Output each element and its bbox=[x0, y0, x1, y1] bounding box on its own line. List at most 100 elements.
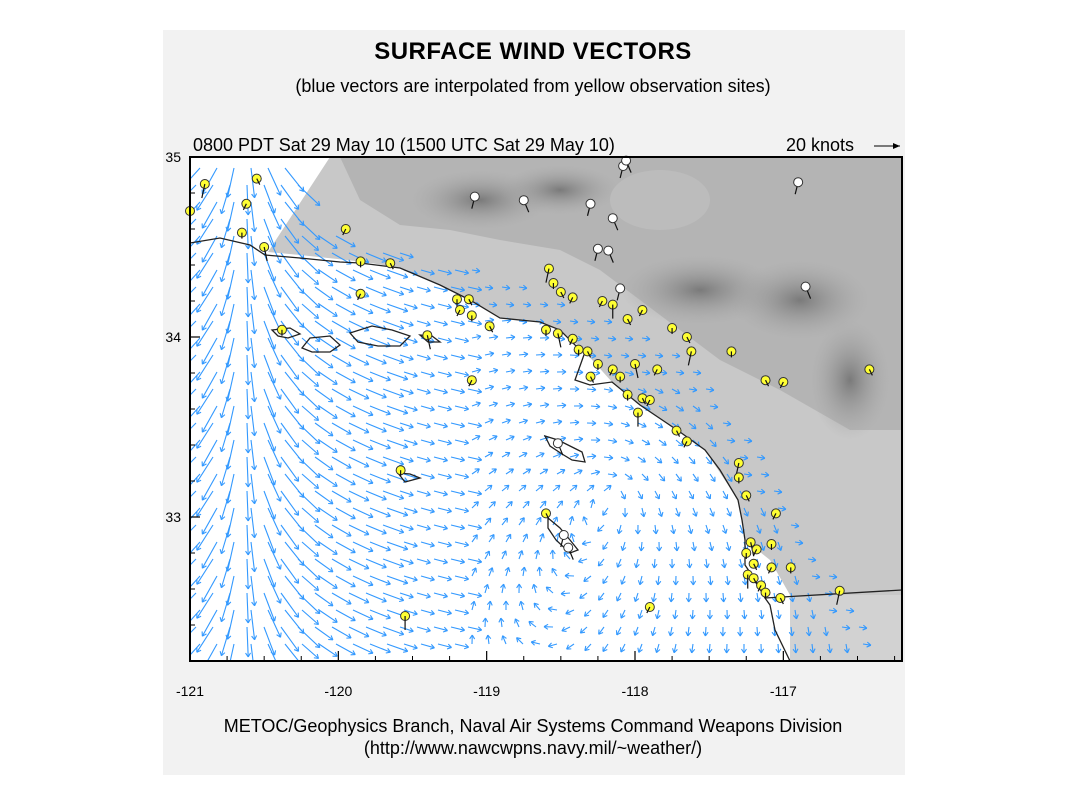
wind-vector-head bbox=[501, 550, 507, 556]
wind-vector bbox=[531, 641, 541, 645]
wind-vector-head bbox=[315, 540, 321, 547]
wind-vector-head bbox=[442, 388, 448, 395]
wind-vector-head bbox=[245, 278, 252, 284]
inland-observation-site bbox=[558, 530, 569, 540]
wind-vector-head bbox=[446, 405, 452, 412]
wind-vector bbox=[794, 643, 797, 654]
wind-vector bbox=[773, 524, 778, 534]
wind-vector-head bbox=[591, 386, 597, 393]
wind-vector bbox=[722, 456, 729, 465]
wind-vector bbox=[760, 541, 765, 551]
wind-vector bbox=[561, 626, 571, 632]
wind-vector bbox=[267, 167, 282, 196]
wind-vector-head bbox=[180, 662, 185, 667]
wind-vector bbox=[518, 484, 527, 492]
wind-vector bbox=[437, 269, 452, 275]
wind-vector-head bbox=[516, 583, 523, 589]
wind-vector bbox=[743, 473, 752, 476]
wind-vector bbox=[722, 422, 731, 425]
wind-vector bbox=[726, 541, 730, 551]
wind-vector-head bbox=[245, 550, 252, 556]
wind-vector-head bbox=[429, 439, 435, 446]
wind-vector-head bbox=[196, 273, 202, 279]
wind-vector bbox=[658, 507, 663, 517]
wind-vector-head bbox=[798, 539, 804, 546]
wind-vector bbox=[335, 541, 356, 554]
wind-vector bbox=[556, 469, 566, 475]
wind-vector bbox=[352, 609, 374, 620]
wind-vector bbox=[297, 184, 321, 206]
wind-vector-head bbox=[201, 291, 207, 297]
wind-vector bbox=[369, 507, 391, 517]
wind-vector-head bbox=[201, 597, 207, 603]
wind-vector-head bbox=[315, 438, 321, 445]
wind-vector bbox=[267, 235, 282, 264]
wind-vector-head bbox=[533, 602, 539, 608]
wind-vector bbox=[196, 354, 214, 381]
wind-vector-head bbox=[315, 642, 321, 649]
wind-vector bbox=[335, 371, 356, 384]
wind-vector-head bbox=[475, 267, 481, 274]
wind-vector-head bbox=[527, 401, 533, 408]
observed-wind-vector bbox=[779, 381, 784, 389]
wind-vector-head bbox=[590, 318, 596, 325]
wind-vector-head bbox=[475, 434, 481, 441]
wind-vector-head bbox=[251, 295, 258, 301]
wind-vector bbox=[382, 422, 404, 432]
wind-vector bbox=[709, 405, 718, 408]
wind-vector-head bbox=[175, 644, 180, 649]
wind-vector-head bbox=[245, 312, 252, 318]
wind-vector bbox=[220, 456, 231, 486]
observed-wind-vector bbox=[675, 430, 681, 437]
wind-vector-head bbox=[219, 447, 226, 453]
wind-vector bbox=[535, 484, 544, 492]
wind-vector bbox=[539, 436, 549, 441]
wind-vector bbox=[692, 371, 701, 374]
wind-vector bbox=[250, 439, 256, 470]
wind-vector-head bbox=[251, 431, 258, 437]
wind-vector-head bbox=[175, 440, 180, 445]
wind-vector bbox=[314, 456, 334, 471]
wind-vector-head bbox=[425, 593, 431, 599]
wind-vector bbox=[386, 507, 408, 516]
wind-vector bbox=[467, 592, 482, 597]
wind-vector-head bbox=[794, 522, 800, 529]
wind-vector bbox=[250, 541, 256, 572]
wind-vector bbox=[487, 635, 490, 645]
wind-vector bbox=[301, 235, 319, 251]
wind-vector bbox=[335, 405, 356, 418]
wind-vector-head bbox=[201, 563, 207, 569]
wind-vector bbox=[552, 320, 561, 323]
wind-vector bbox=[565, 609, 575, 615]
wind-vector-head bbox=[276, 428, 282, 434]
land-shading bbox=[268, 157, 902, 661]
wind-vector bbox=[514, 618, 520, 628]
wind-vector bbox=[450, 524, 465, 529]
wind-vector bbox=[705, 490, 711, 500]
wind-vector bbox=[638, 609, 643, 619]
wind-vector bbox=[520, 601, 524, 611]
wind-vector bbox=[386, 575, 408, 584]
wind-vector bbox=[467, 320, 482, 325]
wind-vector-head bbox=[180, 322, 185, 327]
wind-vector-head bbox=[572, 484, 578, 490]
wind-vector bbox=[420, 643, 435, 649]
x-tick-label: -121 bbox=[176, 683, 204, 699]
wind-vector bbox=[246, 524, 249, 555]
wind-vector bbox=[518, 452, 528, 458]
wind-vector-head bbox=[534, 549, 541, 555]
wind-vector-head bbox=[459, 456, 465, 463]
wind-vector bbox=[280, 184, 299, 210]
wind-vector-head bbox=[477, 626, 483, 633]
wind-vector-head bbox=[597, 561, 604, 567]
inland-observation-site bbox=[603, 245, 614, 256]
wind-vector-head bbox=[574, 499, 580, 506]
wind-vector bbox=[348, 422, 370, 434]
wind-vector bbox=[654, 354, 663, 357]
wind-vector bbox=[777, 575, 781, 585]
wind-vector bbox=[301, 439, 319, 455]
wind-vector bbox=[250, 473, 256, 504]
wind-vector-head bbox=[747, 471, 753, 478]
wind-vector-head bbox=[293, 510, 300, 516]
wind-vector bbox=[416, 490, 431, 496]
